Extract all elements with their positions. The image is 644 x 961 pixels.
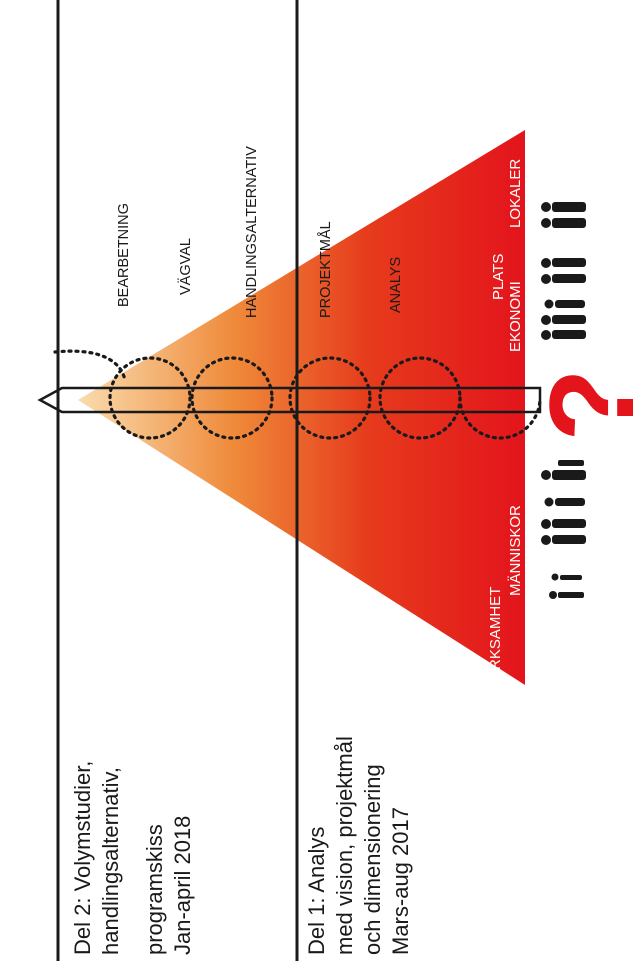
people-right [541, 202, 586, 340]
loop-top [53, 349, 127, 382]
phase-del1-title: Del 1: Analys med vision, projektmål och… [304, 730, 413, 955]
arrow-icon [37, 386, 542, 414]
input-lokaler: LOKALER [507, 159, 524, 228]
svg-text:Del 1: Analys med vision: Del 1: Analys med vision, projektmål och… [304, 730, 413, 955]
svg-text:?: ? [525, 368, 644, 441]
del2-line-1: Del 2: Volymstudier, [70, 761, 95, 955]
stage-projektmal: PROJEKTMÅL [317, 221, 334, 318]
people-left [541, 460, 586, 599]
input-ekonomi: EKONOMI [507, 281, 524, 352]
input-plats: PLATS [490, 254, 507, 300]
iteration-loops [53, 349, 542, 440]
del2-line-3: programskiss [142, 824, 167, 955]
del2-line-2: handlingsalternativ, [98, 767, 123, 955]
funnel-triangle [78, 130, 525, 685]
phase-del2-title: Del 2: Volymstudier, handlingsalternativ… [70, 754, 195, 955]
loop-5 [458, 396, 542, 440]
stage-handlingsalternativ: HANDLINGSALTERNATIV [244, 146, 260, 318]
del1-line-2: med vision, projektmål [332, 736, 357, 955]
question-mark-icon: ? [525, 368, 644, 441]
del1-line-3: och dimensionering [360, 764, 385, 955]
stage-bearbetning: BEARBETNING [116, 203, 132, 307]
input-manniskor: MÄNNISKOR [507, 505, 524, 596]
del1-line-1: Del 1: Analys [304, 827, 329, 955]
del2-line-4: Jan-april 2018 [170, 816, 195, 955]
loop-1 [108, 356, 192, 440]
loop-3 [288, 356, 372, 440]
loop-2 [190, 356, 274, 440]
del1-line-4: Mars-aug 2017 [388, 807, 413, 955]
stage-analys: ANALYS [388, 257, 404, 313]
input-verksamhet: VERKSAMHET [487, 587, 504, 690]
svg-text:Del 2: Volymstudier, han: Del 2: Volymstudier, handlingsalternativ… [70, 754, 195, 955]
stage-vagval: VÄGVAL [177, 238, 194, 295]
people-group-icon [541, 202, 586, 599]
